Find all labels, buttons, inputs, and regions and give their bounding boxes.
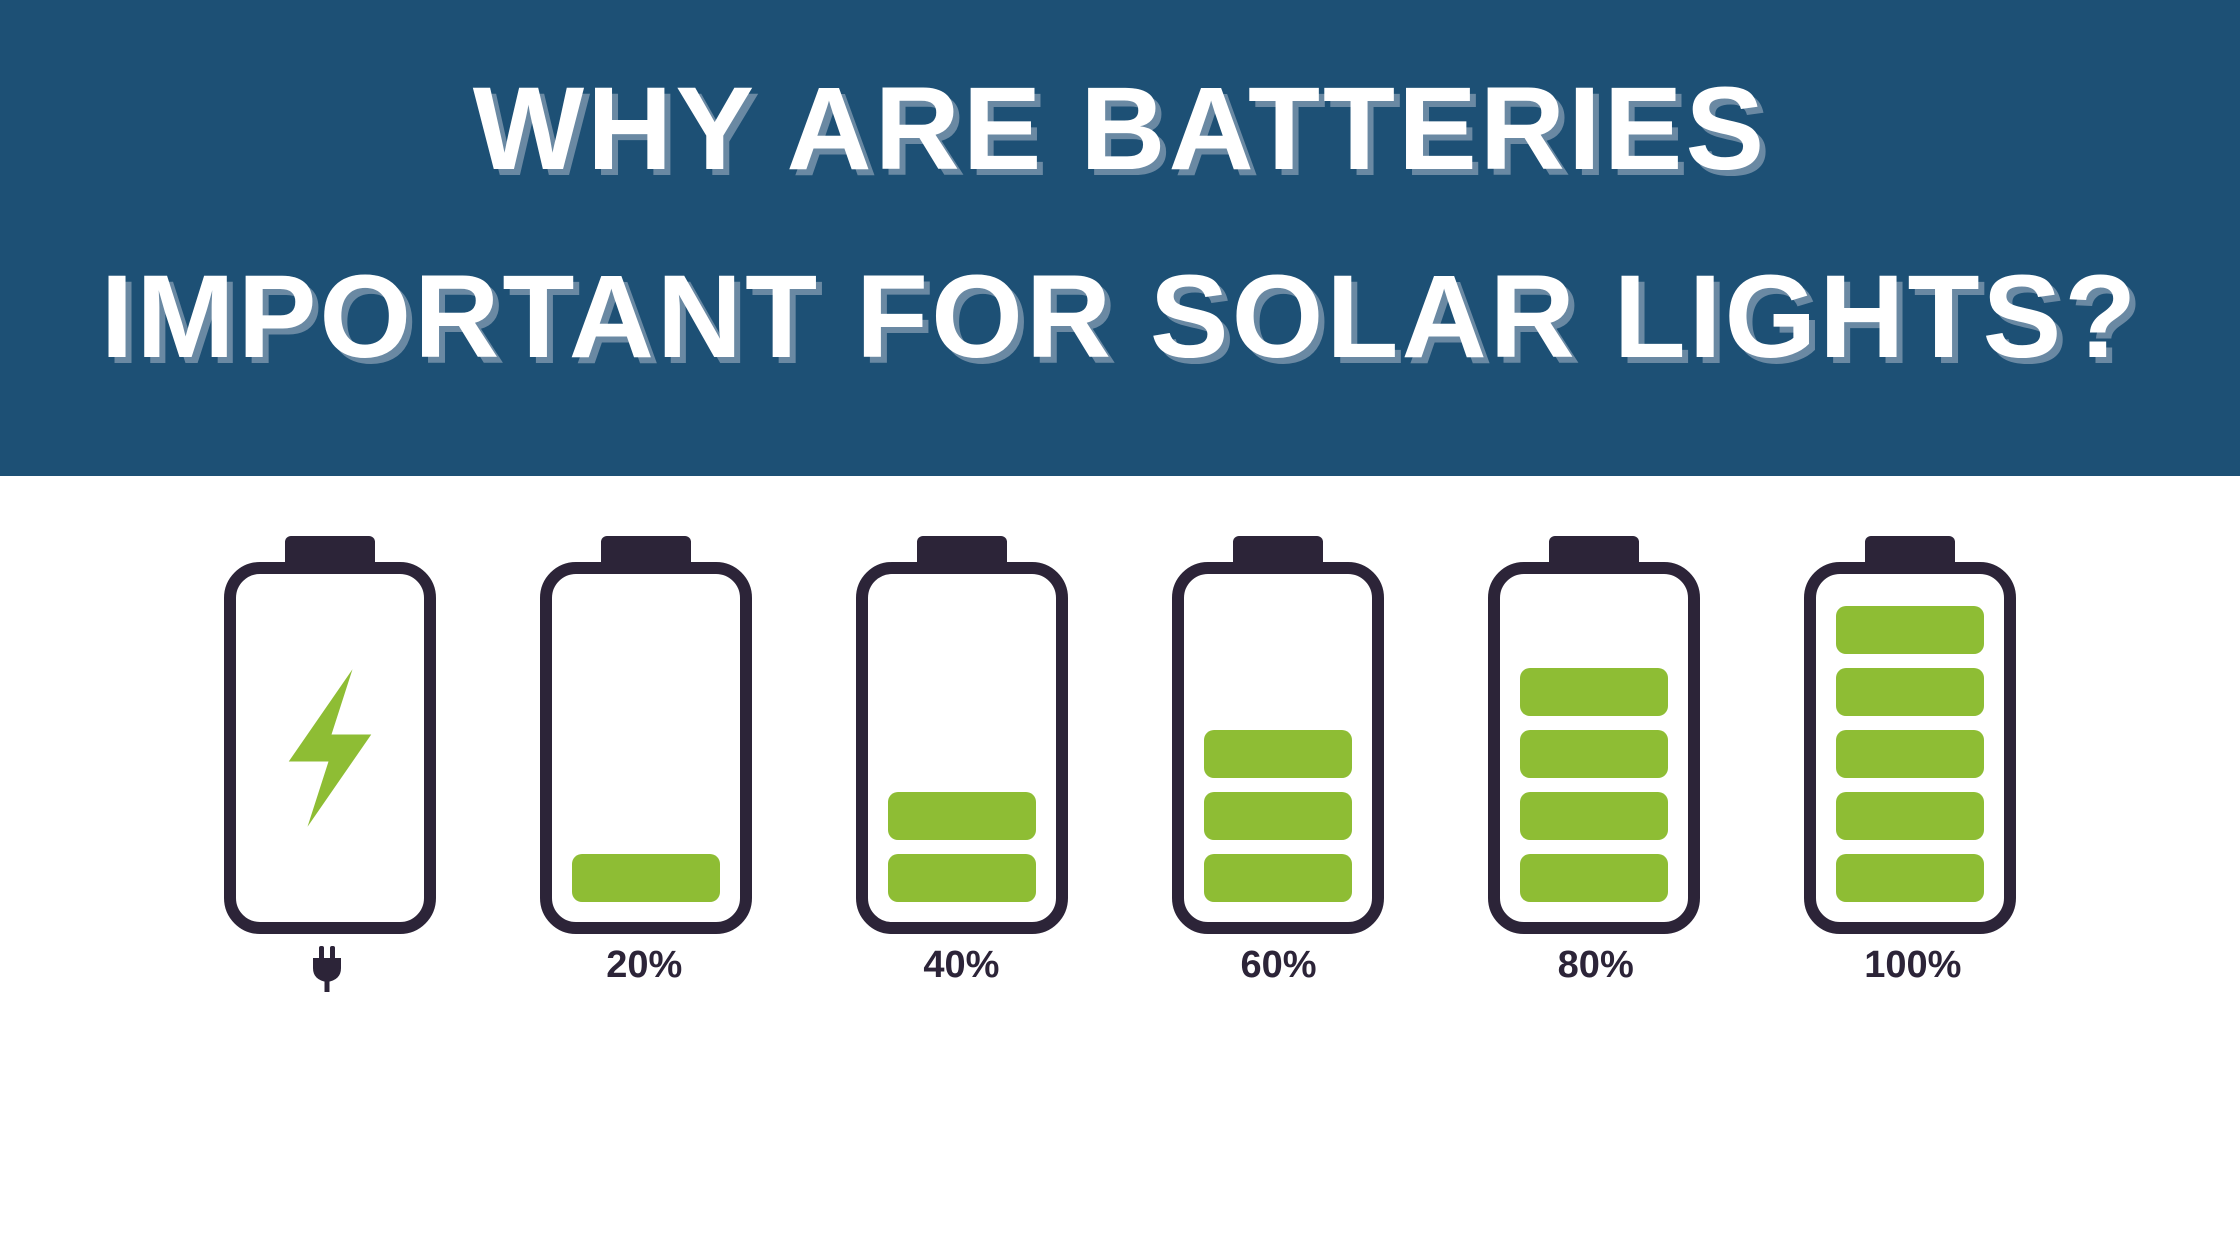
battery-bar <box>1520 668 1668 716</box>
battery-icon <box>856 536 1068 934</box>
batteries-row <box>0 476 2240 934</box>
battery-label-80: 80% <box>1486 944 1706 1004</box>
battery-label-40: 40% <box>851 944 1071 1004</box>
battery-bar <box>572 854 720 902</box>
battery-bar <box>1520 854 1668 902</box>
plug-icon <box>307 944 347 994</box>
battery-20 <box>540 536 752 934</box>
title-line-2: IMPORTANT FOR SOLAR LIGHTS? <box>40 258 2200 376</box>
battery-icon <box>540 536 752 934</box>
battery-icon <box>1488 536 1700 934</box>
battery-80 <box>1488 536 1700 934</box>
battery-bar <box>1836 854 1984 902</box>
battery-100 <box>1804 536 2016 934</box>
lightning-bolt-icon <box>289 669 372 827</box>
battery-charging <box>224 536 436 934</box>
battery-label-charging <box>217 944 437 1004</box>
battery-40 <box>856 536 1068 934</box>
battery-bar <box>1520 730 1668 778</box>
battery-bar <box>1836 730 1984 778</box>
battery-icon <box>1804 536 2016 934</box>
battery-label-60: 60% <box>1169 944 1389 1004</box>
battery-label-100: 100% <box>1803 944 2023 1004</box>
battery-icon <box>1172 536 1384 934</box>
battery-bar <box>1836 606 1984 654</box>
battery-bar <box>1204 730 1352 778</box>
battery-bar <box>888 792 1036 840</box>
battery-60 <box>1172 536 1384 934</box>
title-line-1: WHY ARE BATTERIES <box>40 70 2200 188</box>
battery-label-20: 20% <box>534 944 754 1004</box>
header-banner: WHY ARE BATTERIES IMPORTANT FOR SOLAR LI… <box>0 0 2240 476</box>
battery-bar <box>1204 792 1352 840</box>
labels-row: 20% 40% 60% 80% 100% <box>0 934 2240 1004</box>
battery-icon <box>224 536 436 934</box>
battery-bar <box>888 854 1036 902</box>
battery-bar <box>1836 668 1984 716</box>
battery-bar <box>1520 792 1668 840</box>
battery-bar <box>1836 792 1984 840</box>
battery-bar <box>1204 854 1352 902</box>
